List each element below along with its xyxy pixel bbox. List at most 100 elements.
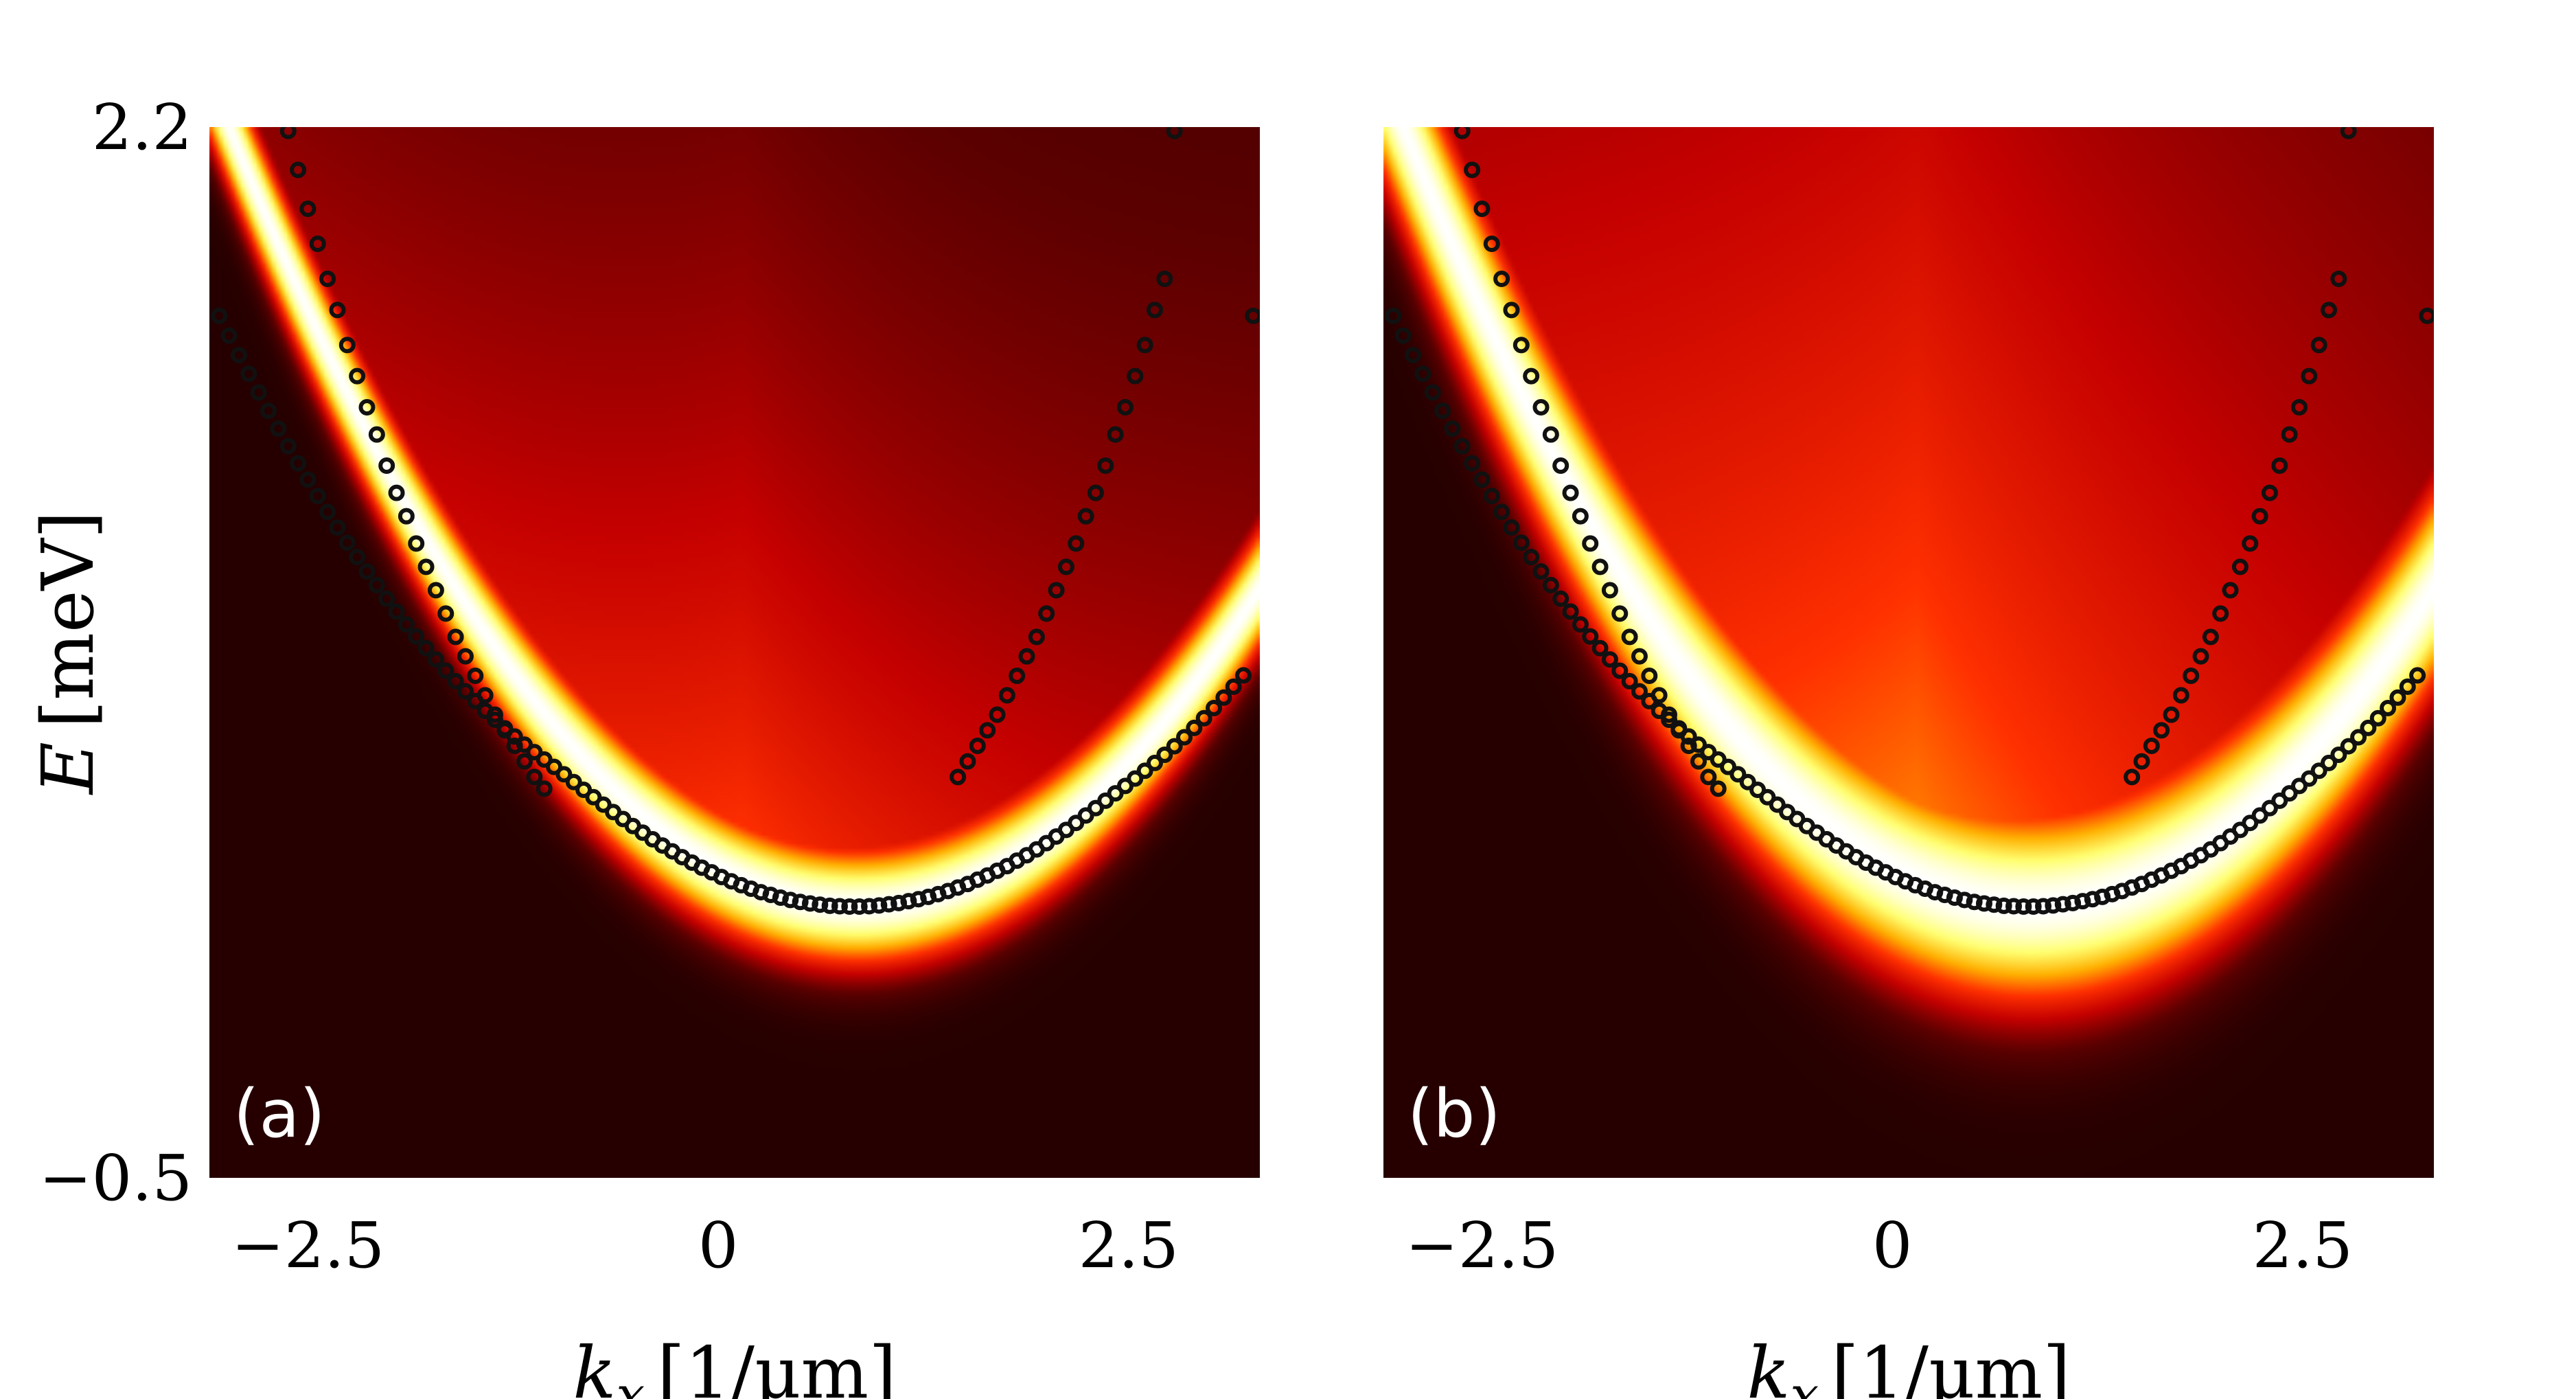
data-point-series-2 — [2301, 367, 2318, 385]
data-point-series-1 — [1235, 667, 1252, 684]
data-point-series-1 — [427, 651, 444, 668]
data-point-series-1 — [2015, 898, 2032, 915]
data-point-series-1 — [2251, 807, 2268, 824]
data-point-series-1 — [1394, 327, 1412, 344]
data-point-series-1 — [1749, 782, 1767, 799]
data-point-series-1 — [1186, 719, 1203, 736]
data-point-series-2 — [1453, 127, 1471, 139]
data-point-series-2 — [349, 367, 366, 385]
data-point-series-2 — [1473, 201, 1491, 217]
data-point-series-1 — [388, 603, 405, 620]
data-point-series-1 — [821, 897, 838, 914]
data-point-series-2 — [1601, 582, 1618, 599]
data-point-series-1 — [2380, 700, 2397, 717]
data-point-series-1 — [1424, 384, 1441, 401]
data-point-series-1 — [1156, 747, 1173, 764]
x-tick-label: −2.5 — [1405, 1209, 1559, 1282]
data-point-series-1 — [1631, 683, 1648, 700]
data-point-series-2 — [1028, 628, 1045, 646]
data-point-series-2 — [2310, 337, 2327, 354]
data-point-series-2 — [2261, 484, 2278, 501]
data-point-series-1 — [1542, 576, 1559, 593]
data-point-series-1 — [2281, 785, 2298, 802]
data-point-series-2 — [2202, 628, 2219, 646]
data-point-series-1 — [861, 898, 878, 915]
data-point-series-2 — [1493, 271, 1510, 287]
data-point-series-1 — [1503, 519, 1520, 536]
data-point-series-1 — [2271, 792, 2288, 809]
data-point-series-2 — [1009, 668, 1026, 684]
data-point-series-1 — [1405, 347, 1422, 364]
data-point-series-2 — [476, 687, 494, 704]
data-point-series-1 — [1513, 534, 1530, 551]
data-point-series-1 — [2045, 897, 2062, 914]
data-point-series-1 — [1493, 503, 1510, 521]
data-point-series-1 — [1414, 365, 1431, 383]
data-point-series-2 — [279, 127, 297, 139]
data-point-series-1 — [231, 347, 248, 364]
data-point-series-1 — [1690, 736, 1707, 753]
data-point-series-1 — [1739, 773, 1756, 791]
data-point-series-1 — [2035, 898, 2052, 915]
data-point-series-1 — [1986, 896, 2003, 913]
data-point-series-1 — [851, 898, 868, 915]
data-point-series-2 — [1483, 236, 1500, 252]
data-point-series-2 — [2192, 648, 2209, 665]
data-point-series-2 — [2340, 127, 2357, 139]
data-point-series-2 — [2172, 687, 2189, 704]
data-point-series-1 — [2005, 898, 2022, 915]
data-point-series-1 — [1572, 616, 1589, 633]
data-point-series-2 — [2251, 508, 2268, 525]
y-tick-label: −0.5 — [39, 1141, 192, 1215]
data-point-series-1 — [1473, 471, 1491, 488]
data-point-series-2 — [467, 668, 484, 684]
data-point-series-2 — [1068, 535, 1085, 552]
data-points — [1385, 127, 2434, 915]
data-point-series-1 — [1621, 672, 1638, 690]
data-point-series-2 — [1670, 722, 1688, 739]
data-points — [211, 127, 1260, 915]
data-point-series-2 — [408, 535, 425, 552]
data-point-series-1 — [1166, 738, 1183, 755]
data-point-series-2 — [516, 753, 533, 770]
data-point-series-2 — [1156, 271, 1173, 287]
data-point-series-2 — [536, 780, 553, 797]
data-point-series-1 — [1107, 785, 1124, 802]
data-point-series-2 — [1591, 558, 1609, 576]
data-point-series-2 — [1582, 535, 1599, 552]
data-point-series-2 — [319, 271, 336, 287]
data-point-series-2 — [2290, 399, 2308, 416]
data-point-series-1 — [220, 327, 238, 344]
data-point-series-1 — [841, 898, 858, 915]
data-point-series-1 — [240, 365, 257, 383]
data-point-series-1 — [2301, 770, 2318, 787]
data-point-series-2 — [329, 302, 346, 319]
data-point-series-1 — [250, 384, 267, 401]
data-point-series-2 — [457, 648, 474, 665]
data-point-series-2 — [1532, 399, 1550, 416]
data-point-series-1 — [1729, 766, 1747, 783]
data-point-series-2 — [2124, 769, 2141, 786]
data-point-series-1 — [595, 796, 612, 813]
data-point-series-1 — [211, 307, 228, 324]
data-point-series-1 — [792, 894, 809, 911]
data-point-series-2 — [1503, 302, 1520, 319]
data-point-series-2 — [2281, 426, 2298, 443]
panel-label: (b) — [1407, 1076, 1501, 1152]
data-point-series-1 — [1116, 777, 1134, 795]
data-point-series-2 — [417, 558, 435, 576]
data-point-series-1 — [1532, 563, 1550, 580]
data-point-series-1 — [1995, 897, 2012, 914]
data-point-series-2 — [1680, 738, 1697, 754]
data-point-series-1 — [1453, 437, 1471, 455]
data-point-series-1 — [585, 788, 602, 806]
data-point-series-2 — [950, 769, 967, 786]
data-point-series-1 — [1523, 549, 1540, 566]
data-point-series-2 — [368, 426, 385, 443]
data-point-series-2 — [1097, 457, 1114, 474]
data-point-series-1 — [309, 488, 326, 505]
data-point-series-1 — [349, 549, 366, 566]
data-point-series-1 — [1464, 455, 1481, 472]
data-point-series-1 — [1611, 662, 1629, 679]
